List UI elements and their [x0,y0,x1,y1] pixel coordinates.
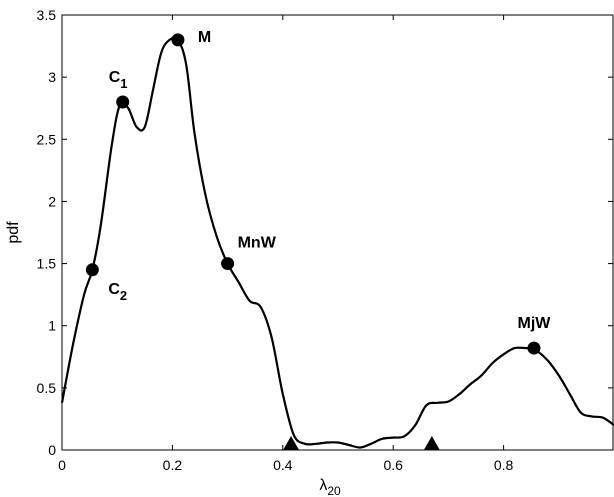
point-label-c2: C2 [108,281,127,303]
point-markers [85,33,541,355]
y-tick-label: 0.5 [37,380,57,396]
pdf-curve [60,36,614,449]
x-tick-label: 0.6 [383,457,403,473]
x-ticks: 0 0.2 0.4 0.6 0.8 [58,15,514,473]
point-label-m: M [198,29,211,46]
x-axis-label-sub: 20 [327,484,341,497]
point-label-mjw: MjW [518,315,552,332]
point-label-text: M [198,29,211,46]
point-label-subscript: 2 [120,288,127,303]
y-tick-label: 3.5 [37,7,57,23]
y-tick-label: 2.5 [37,131,57,147]
point-label-mnw: MnW [238,235,277,252]
plot-frame [61,14,614,451]
point-label-c1: C1 [109,69,128,91]
point-marker-c2 [85,263,99,277]
x-axis-label-main: λ [319,477,327,494]
y-axis-label: pdf [5,221,22,244]
axes [61,14,614,451]
x-tick-label: 0.8 [494,457,514,473]
point-marker-mnw [221,257,235,271]
point-label-text: C [109,69,121,86]
point-marker-m [171,33,185,47]
point-marker-c1 [116,95,130,109]
y-tick-label: 1.5 [37,256,57,272]
triangle-marker [423,436,440,450]
x-tick-label: 0 [58,457,66,473]
point-label-text: MjW [518,315,552,332]
y-ticks: 0 0.5 1 1.5 2 2.5 3 3.5 [37,7,613,458]
x-axis-label: λ20 [319,477,341,497]
y-tick-label: 3 [48,69,56,85]
y-tick-label: 1 [48,318,56,334]
triangle-marker [283,436,300,450]
point-label-subscript: 1 [120,76,127,91]
x-tick-label: 0.4 [273,457,293,473]
point-label-text: MnW [238,235,277,252]
y-tick-label: 2 [48,193,56,209]
point-label-text: C [108,281,120,298]
triangle-markers [283,436,440,450]
point-marker-mjw [527,341,541,355]
x-tick-label: 0.2 [163,457,183,473]
y-tick-label: 0 [48,442,56,458]
